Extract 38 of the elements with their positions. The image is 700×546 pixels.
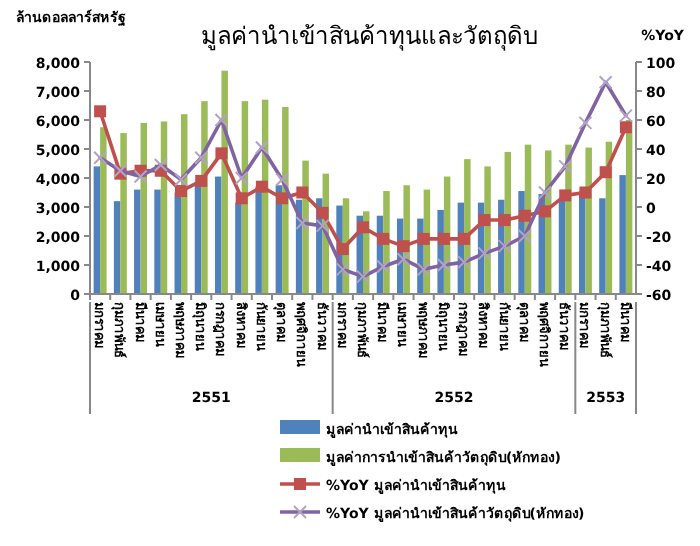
point xyxy=(195,174,208,187)
bar xyxy=(619,175,626,294)
bar xyxy=(599,198,606,294)
point xyxy=(559,189,572,202)
point xyxy=(498,214,511,227)
point xyxy=(94,105,107,118)
bar xyxy=(255,186,262,294)
bar xyxy=(214,176,222,294)
point xyxy=(175,185,187,198)
bar xyxy=(113,201,121,294)
point xyxy=(377,232,390,245)
bar xyxy=(154,189,161,294)
bar xyxy=(100,127,107,294)
point xyxy=(296,186,309,199)
bar xyxy=(120,133,127,294)
bar xyxy=(134,189,141,294)
bar xyxy=(558,199,566,294)
bar xyxy=(235,202,242,294)
point xyxy=(619,121,632,134)
point xyxy=(478,214,491,227)
point xyxy=(255,180,268,193)
point xyxy=(458,232,471,245)
point xyxy=(336,243,349,256)
point xyxy=(539,205,551,218)
bar xyxy=(585,147,592,294)
point xyxy=(235,192,248,205)
point xyxy=(417,232,430,245)
bar xyxy=(93,166,101,294)
point xyxy=(579,186,592,199)
point xyxy=(215,147,228,160)
point xyxy=(397,240,410,253)
point xyxy=(599,166,612,179)
point xyxy=(316,206,329,219)
point xyxy=(437,232,450,245)
point xyxy=(276,192,289,205)
chart-title: มูลค่านำเข้าสินค้าทุนและวัตถุดิบ xyxy=(201,22,539,52)
point xyxy=(518,209,531,222)
point xyxy=(357,221,369,234)
